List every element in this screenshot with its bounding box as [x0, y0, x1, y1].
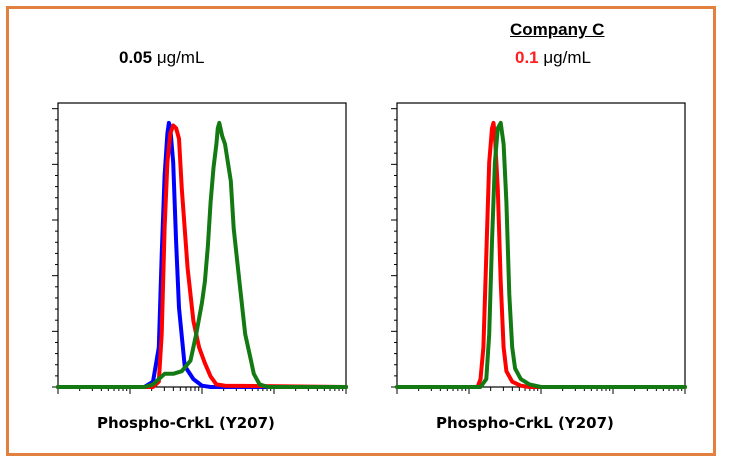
histogram-series-line — [56, 120, 348, 389]
histogram-series-line — [395, 120, 687, 389]
x-axis-label: Phospho-CrkL (Y207) — [436, 414, 614, 432]
plot-frame — [396, 102, 686, 388]
concentration-label-left: 0.05 μg/mL — [119, 48, 204, 68]
concentration-value: 0.05 — [119, 48, 153, 67]
figure-frame — [6, 6, 716, 456]
histogram-series-line — [56, 123, 348, 389]
concentration-label-right: 0.1 μg/mL — [515, 48, 591, 68]
histogram-series-line — [395, 120, 687, 389]
company-header: Company C — [510, 20, 605, 39]
histogram-series-line — [56, 120, 348, 389]
x-axis-label: Phospho-CrkL (Y207) — [97, 414, 275, 432]
concentration-unit: μg/mL — [543, 48, 591, 67]
plot-frame — [57, 102, 347, 388]
concentration-value: 0.1 — [515, 48, 539, 67]
concentration-unit: μg/mL — [156, 48, 205, 67]
